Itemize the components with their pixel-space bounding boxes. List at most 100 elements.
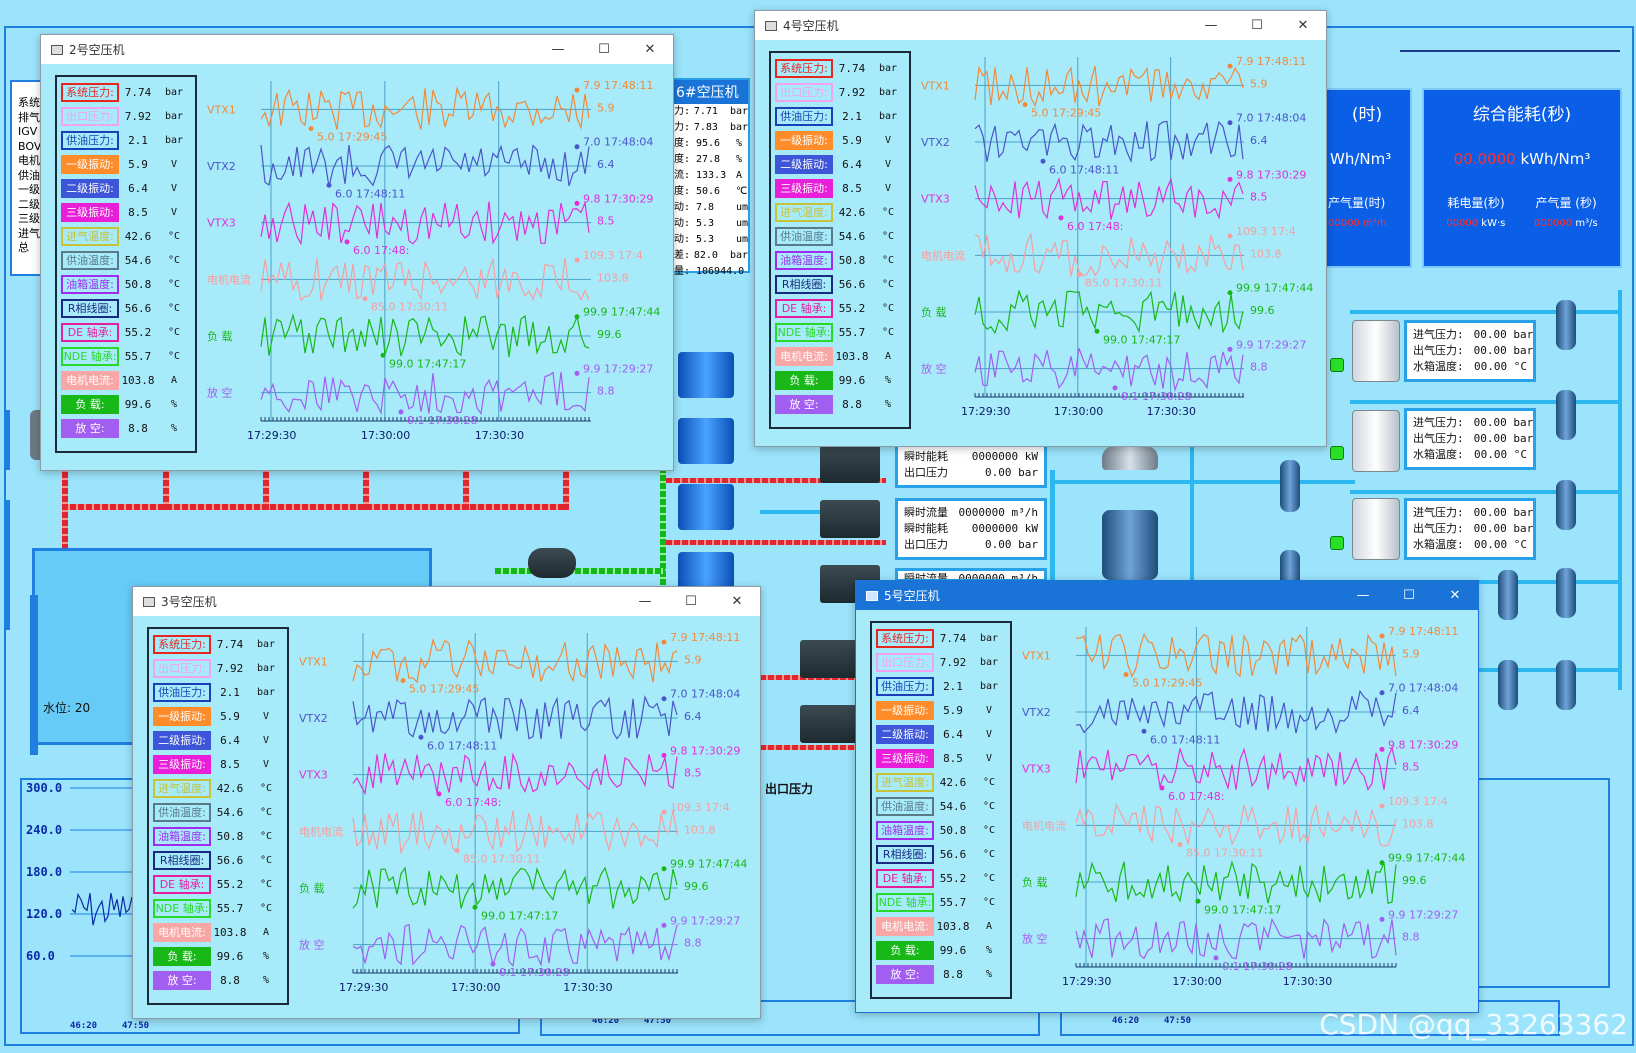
pipe-red-v2 [163, 465, 169, 510]
window-titlebar[interactable]: 5号空压机 — ☐ ✕ [856, 581, 1478, 610]
parameter-panel: 系统压力: 7.74 bar 出口压力: 7.92 bar 供油压力: 2.1 bar 一级振动:… [870, 621, 1012, 999]
maximize-button[interactable]: ☐ [598, 42, 610, 57]
compressor6-card: 6#空压机 力: 7.71 bar 力: 7.83 bar 度: 95.6% 度: 27.8% 流:… [670, 78, 750, 277]
parameter-row: R相线圈: 56.6 °C [876, 845, 1006, 864]
parameter-value: 50.8 [216, 830, 244, 843]
left-list-item: 电机 [18, 154, 40, 167]
air-tank [1102, 510, 1158, 580]
close-button[interactable]: ✕ [731, 594, 743, 609]
chart-x-tick: 17:30:30 [563, 981, 612, 994]
parameter-row: 进气温度: 42.6 °C [775, 203, 905, 222]
left-list-item: BOV [18, 139, 42, 153]
compressor6-value: 106944.0 [696, 266, 745, 277]
chart-series-label: 放 空 [207, 386, 233, 400]
chart-max-label: 9.9 17:29:27 [1236, 338, 1306, 351]
compressor6-key: 流: [674, 170, 691, 181]
window-titlebar[interactable]: 4号空压机 — ☐ ✕ [755, 11, 1326, 40]
chart-current-value: 99.6 [597, 328, 622, 341]
parameter-unit: % [170, 399, 178, 410]
compressor6-value: 7.83 [693, 122, 718, 133]
close-button[interactable]: ✕ [644, 42, 656, 57]
chart-min-marker [1213, 955, 1219, 961]
chart-max-marker [1227, 290, 1233, 296]
left-list-item: 三级 [18, 212, 40, 225]
left-list-item: 供油 [18, 168, 40, 182]
chart-min-label: 6.0 17:48:11 [1049, 163, 1119, 176]
chart-min-label: 5.0 17:29:45 [1031, 107, 1101, 120]
window-compressor-5[interactable]: 5号空压机 — ☐ ✕ 系统压力: 7.74 bar 出口压力: 7.92 bar 供油压力: 2.1… [855, 580, 1479, 1013]
parameter-unit: °C [167, 231, 181, 242]
parameter-row: 负 载: 99.6% [876, 941, 1006, 960]
parameter-unit: °C [881, 303, 895, 314]
parameter-row: 油箱温度: 50.8 °C [876, 821, 1006, 840]
dryer-row: 出气压力: 00.00 bar [1413, 431, 1533, 447]
close-button[interactable]: ✕ [1297, 18, 1309, 33]
watermark: CSDN @qq_33263362 [1319, 1008, 1628, 1041]
mid-chart-tick-1: 46:20 [592, 1016, 620, 1026]
parameter-label: 负 载: [775, 371, 833, 390]
dryer-3 [1352, 498, 1400, 560]
minimize-button[interactable]: — [1356, 588, 1370, 603]
window-compressor-3[interactable]: 3号空压机 — ☐ ✕ 系统压力: 7.74 bar 出口压力: 7.92 bar 供油压力: 2.1… [132, 586, 761, 1019]
maximize-button[interactable]: ☐ [685, 594, 697, 609]
chart-series-line [974, 177, 1244, 220]
parameter-label: 系统压力: [153, 635, 211, 654]
parameter-value: 55.2 [838, 302, 866, 315]
flow-value: 0.00 bar [985, 466, 1038, 479]
parameter-row: 三级振动: 8.5 V [876, 749, 1006, 768]
minimize-button[interactable]: — [551, 42, 565, 57]
trend-y-tick: 180.0 [26, 865, 62, 879]
parameter-unit: °C [982, 849, 996, 860]
parameter-row: 出口压力: 7.92 bar [876, 653, 1006, 672]
dryer-value: 00.00 bar [1473, 522, 1534, 535]
parameter-label: 出口压力: [876, 653, 934, 672]
parameter-label: 油箱温度: [775, 251, 833, 270]
parameter-value: 55.2 [939, 872, 967, 885]
window-compressor-4[interactable]: 4号空压机 — ☐ ✕ 系统压力: 7.74 bar 出口压力: 7.92 bar 供油压力: 2.1… [754, 10, 1327, 447]
chart-series-label: 放 空 [921, 362, 947, 376]
left-list-item: 进气 [18, 226, 40, 240]
chart-series-label: 电机电流 [1022, 818, 1066, 832]
chart-series-line [260, 371, 590, 416]
chart-min-marker [1058, 215, 1064, 221]
minimize-button[interactable]: — [638, 594, 652, 609]
parameter-row: 二级振动: 6.4 V [61, 179, 191, 198]
window-titlebar[interactable]: 2号空压机 — ☐ ✕ [41, 35, 673, 64]
parameter-value: 8.5 [220, 758, 240, 771]
chart-max-label: 99.9 17:47:44 [583, 306, 660, 319]
chart-series-line [260, 144, 590, 187]
chart-min-label: 0.1 17:30:28 [1121, 390, 1191, 403]
chart-series-label: VTX1 [921, 79, 950, 92]
window-compressor-2[interactable]: 2号空压机 — ☐ ✕ 系统压力: 7.74 bar 出口压力: 7.92 bar 供油压力: 2.1… [40, 34, 674, 471]
left-scroll-stub [4, 410, 10, 470]
chart-max-label: 9.8 17:30:29 [670, 744, 740, 757]
chart-min-label: 99.0 17:47:17 [481, 909, 558, 922]
parameter-value: 6.4 [128, 182, 148, 195]
parameter-label: 放 空: [876, 965, 934, 984]
parameter-unit: °C [881, 231, 895, 242]
parameter-value: 5.9 [842, 134, 862, 147]
minimize-button[interactable]: — [1204, 18, 1218, 33]
parameter-row: 电机电流: 103.8 A [61, 371, 191, 390]
compressor6-unit: bar [729, 122, 748, 133]
chart-series-line [260, 86, 590, 130]
chart-x-tick: 17:30:00 [1172, 975, 1221, 988]
compressor-unit-4 [800, 640, 860, 678]
parameter-unit: V [884, 183, 892, 194]
parameter-unit: °C [982, 873, 996, 884]
maximize-button[interactable]: ☐ [1403, 588, 1415, 603]
parameter-value: 99.6 [216, 950, 244, 963]
parameter-row: 三级振动: 8.5 V [61, 203, 191, 222]
chart-max-marker [1379, 803, 1385, 809]
dryer-value: 00.00 °C [1474, 448, 1527, 461]
compressor6-value: 7.71 [693, 106, 718, 117]
parameter-panel: 系统压力: 7.74 bar 出口压力: 7.92 bar 供油压力: 2.1 bar 一级振动:… [769, 51, 911, 429]
filter-7 [1556, 660, 1576, 710]
chart-series-line [260, 258, 590, 302]
close-button[interactable]: ✕ [1449, 588, 1461, 603]
maximize-button[interactable]: ☐ [1251, 18, 1263, 33]
dryer-row: 水箱温度: 00.00 °C [1413, 537, 1527, 553]
parameter-unit: V [170, 159, 178, 170]
parameter-unit: °C [881, 255, 895, 266]
window-titlebar[interactable]: 3号空压机 — ☐ ✕ [133, 587, 760, 616]
